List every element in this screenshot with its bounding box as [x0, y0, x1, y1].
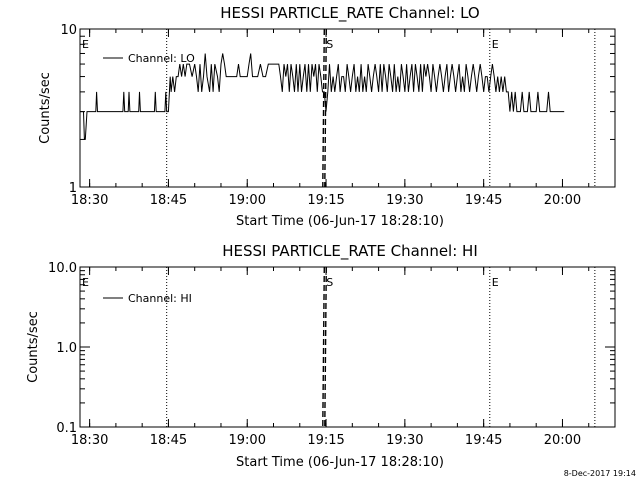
- lo-chart-title: HESSI PARTICLE_RATE Channel: LO: [220, 4, 479, 23]
- hi-x-axis-ticks: 18:30 18:45 19:00 19:15 19:30 19:45 20:00: [71, 267, 616, 448]
- lo-y-axis-ticks: 1 10: [60, 23, 615, 196]
- lo-marker-label-0: E: [82, 38, 89, 51]
- hi-marker-label-0: E: [82, 276, 89, 289]
- hi-y-axis-label: Counts/sec: [26, 311, 41, 383]
- lo-marker-line-2: [322, 28, 325, 188]
- lo-x-tick-label-1830: 18:30: [71, 193, 108, 208]
- hi-y-tick-label-10.0: 10.0: [48, 261, 77, 276]
- hi-marker-line-2-b: [324, 266, 327, 428]
- lo-y-axis-label: Counts/sec: [38, 72, 53, 144]
- hi-x-tick-label-1845: 18:45: [150, 433, 187, 448]
- lo-marker-line-2-b: [324, 28, 327, 188]
- lo-plot-frame: [79, 28, 616, 188]
- lo-legend-label: Channel: LO: [128, 52, 195, 65]
- lo-series-group: [80, 53, 565, 140]
- hi-y-tick-label-0.1: 0.1: [56, 421, 77, 436]
- hi-x-axis-label: Start Time (06-Jun-17 18:28:10): [236, 455, 444, 470]
- lo-marker-label-3: E: [492, 38, 499, 51]
- lo-x-tick-label-1900: 19:00: [229, 193, 266, 208]
- lo-x-tick-label-1845: 18:45: [150, 193, 187, 208]
- hi-chart-title: HESSI PARTICLE_RATE Channel: HI: [222, 242, 478, 261]
- lo-x-tick-label-1915: 19:15: [307, 193, 344, 208]
- hi-legend-label: Channel: HI: [128, 292, 192, 305]
- hi-x-tick-label-1830: 18:30: [71, 433, 108, 448]
- lo-y-tick-label-1: 1: [69, 181, 77, 196]
- hi-x-tick-label-1900: 19:00: [229, 433, 266, 448]
- generation-timestamp: 8-Dec-2017 19:14: [564, 469, 636, 478]
- hi-marker-line-2: [322, 266, 325, 428]
- hi-marker-label-3: E: [492, 276, 499, 289]
- hi-x-tick-label-2000: 20:00: [544, 433, 581, 448]
- hi-x-tick-label-1930: 19:30: [386, 433, 423, 448]
- hi-x-tick-label-1945: 19:45: [465, 433, 502, 448]
- hi-plot-frame: [79, 266, 616, 428]
- lo-x-tick-label-1930: 19:30: [386, 193, 423, 208]
- lo-x-tick-label-1945: 19:45: [465, 193, 502, 208]
- hi-y-axis-ticks: 0.1 1.0 10.0: [48, 261, 615, 436]
- hi-marker-label-2: S: [326, 276, 333, 289]
- lo-x-axis-ticks: 18:30 18:45 19:00 19:15 19:30 19:45 20:00: [71, 29, 616, 208]
- lo-x-axis-label: Start Time (06-Jun-17 18:28:10): [236, 214, 444, 229]
- hi-channel-panel: HESSI PARTICLE_RATE Channel: HI E S E 18:3…: [26, 242, 616, 470]
- lo-marker-label-2: S: [326, 38, 333, 51]
- lo-channel-panel: HESSI PARTICLE_RATE Channel: LO E S E 18:3…: [38, 4, 616, 229]
- lo-x-tick-label-2000: 20:00: [544, 193, 581, 208]
- lo-y-tick-label-10: 10: [60, 23, 77, 38]
- lo-series-line-0: [80, 53, 565, 140]
- hi-x-tick-label-1915: 19:15: [307, 433, 344, 448]
- hi-y-tick-label-1.0: 1.0: [56, 341, 77, 356]
